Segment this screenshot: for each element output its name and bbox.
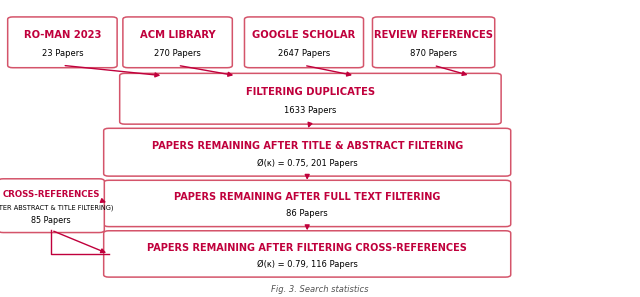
Text: 870 Papers: 870 Papers [410,49,457,58]
Text: GOOGLE SCHOLAR: GOOGLE SCHOLAR [252,30,356,40]
Text: Ø(κ) = 0.75, 201 Papers: Ø(κ) = 0.75, 201 Papers [257,158,358,168]
FancyBboxPatch shape [123,17,232,68]
Text: PAPERS REMAINING AFTER FULL TEXT FILTERING: PAPERS REMAINING AFTER FULL TEXT FILTERI… [174,192,440,202]
FancyBboxPatch shape [120,73,501,124]
Text: 1633 Papers: 1633 Papers [284,106,337,115]
Text: 23 Papers: 23 Papers [42,49,83,58]
Text: REVIEW REFERENCES: REVIEW REFERENCES [374,30,493,40]
Text: 85 Papers: 85 Papers [31,216,71,225]
Text: PAPERS REMAINING AFTER TITLE & ABSTRACT FILTERING: PAPERS REMAINING AFTER TITLE & ABSTRACT … [152,141,463,151]
Text: Fig. 3. Search statistics: Fig. 3. Search statistics [271,285,369,294]
Text: FILTERING DUPLICATES: FILTERING DUPLICATES [246,87,375,97]
FancyBboxPatch shape [244,17,364,68]
Text: RO-MAN 2023: RO-MAN 2023 [24,30,101,40]
Text: ACM LIBRARY: ACM LIBRARY [140,30,216,40]
Text: 86 Papers: 86 Papers [286,209,328,218]
Text: (AFTER ABSTRACT & TITLE FILTERING): (AFTER ABSTRACT & TITLE FILTERING) [0,204,114,211]
Text: 2647 Papers: 2647 Papers [278,49,330,58]
FancyBboxPatch shape [104,231,511,277]
FancyBboxPatch shape [104,180,511,227]
FancyBboxPatch shape [372,17,495,68]
Text: PAPERS REMAINING AFTER FILTERING CROSS-REFERENCES: PAPERS REMAINING AFTER FILTERING CROSS-R… [147,243,467,253]
FancyBboxPatch shape [104,128,511,176]
FancyBboxPatch shape [0,179,104,233]
Text: 270 Papers: 270 Papers [154,49,201,58]
Text: Ø(κ) = 0.79, 116 Papers: Ø(κ) = 0.79, 116 Papers [257,260,358,269]
FancyBboxPatch shape [8,17,117,68]
Text: CROSS-REFERENCES: CROSS-REFERENCES [3,190,100,199]
